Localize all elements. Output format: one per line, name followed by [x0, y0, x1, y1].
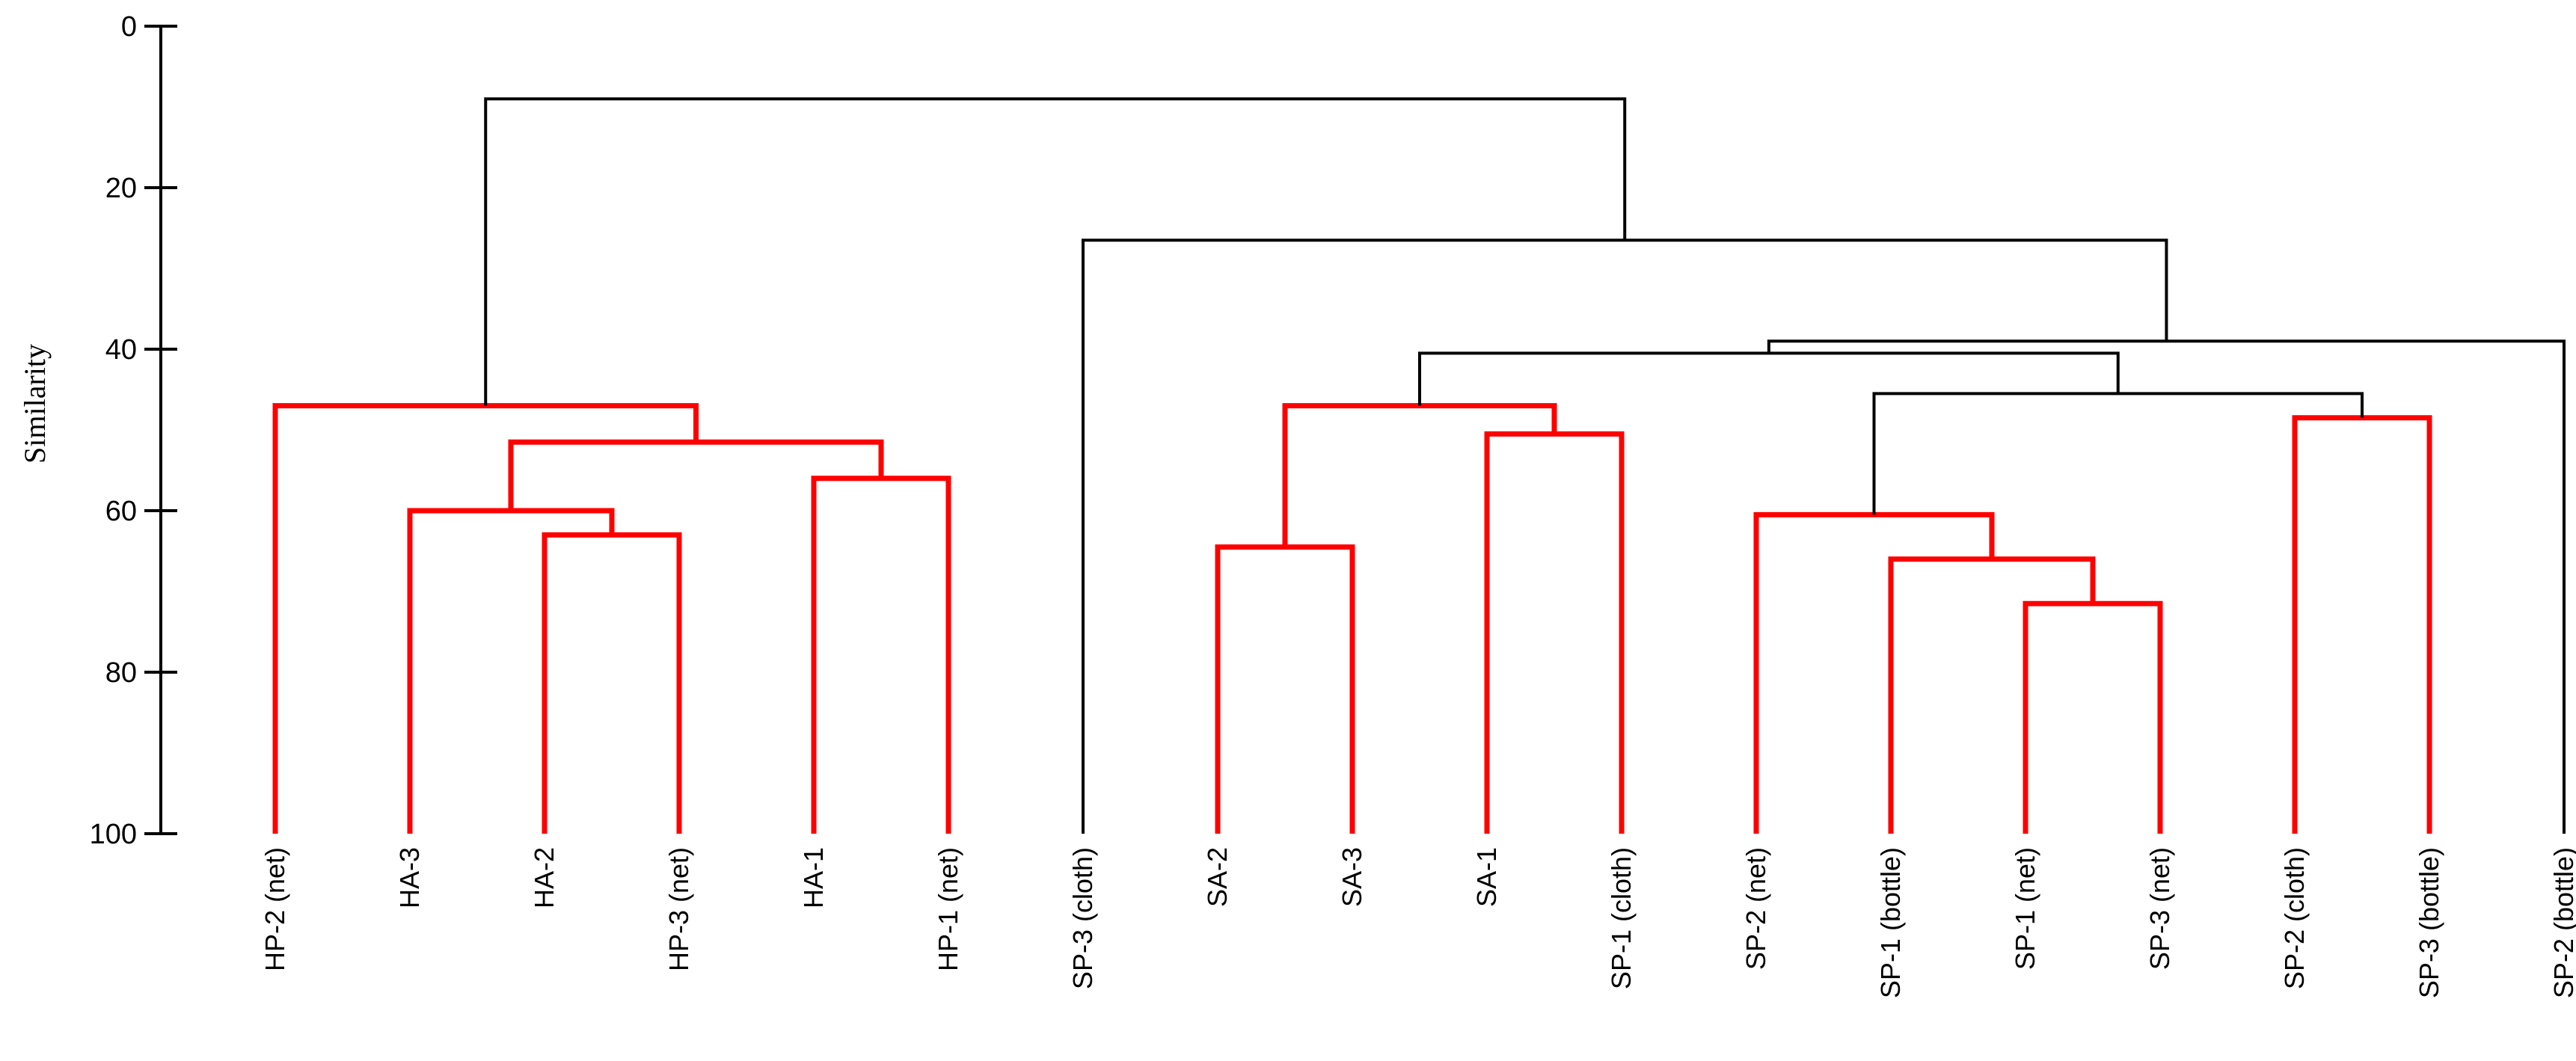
dendrogram-link-m11: [1753, 511, 1995, 834]
leaf-label: SP-2 (net): [1741, 847, 1771, 970]
leaf-label: SP-1 (cloth): [1606, 847, 1637, 989]
dendrogram-link-m10: [1888, 556, 2096, 834]
y-axis-title: Similarity: [18, 344, 52, 464]
dendrogram-link-m6: [1215, 544, 1355, 834]
dendrogram-link-m16: [1082, 239, 2168, 834]
leaf-label: SP-2 (bottle): [2548, 847, 2576, 998]
leaf-labels: HP-2 (net) HA-3 HA-2 HP-3 (net) HA-1 HP-1 (ne…: [260, 847, 2576, 998]
leaf-label: SA-3: [1337, 847, 1367, 907]
leaf-label: HA-2: [529, 847, 559, 908]
dendrogram-link-m8: [1282, 403, 1557, 547]
y-tick-label: 0: [121, 11, 137, 43]
y-tick-label: 80: [105, 657, 137, 689]
dendrogram-link-m5: [272, 403, 699, 834]
leaf-label: HP-3 (net): [663, 847, 694, 971]
leaf-label: HP-1 (net): [933, 847, 963, 971]
y-tick-label: 40: [105, 334, 137, 366]
dendrogram-link-m9: [2023, 600, 2163, 834]
leaf-label: SA-1: [1471, 847, 1502, 907]
leaf-label: SP-3 (cloth): [1067, 847, 1098, 989]
leaf-label: SA-2: [1202, 847, 1233, 907]
dendrogram-link-m1: [542, 532, 682, 834]
leaf-label: SP-1 (net): [2010, 847, 2040, 970]
y-axis: 0 20 40 60 80 100: [90, 11, 177, 850]
dendrogram-link-m3: [811, 476, 951, 834]
dendrogram-link-m17: [484, 97, 1627, 406]
dendrogram-link-m2: [407, 508, 615, 834]
leaf-label: SP-2 (cloth): [2279, 847, 2310, 989]
dendrogram-link-m15: [1767, 339, 2566, 834]
leaf-label: HA-1: [798, 847, 829, 908]
y-tick-label: 100: [90, 819, 137, 850]
dendrogram-link-m12: [2292, 415, 2432, 834]
leaf-label: SP-1 (bottle): [1875, 847, 1906, 998]
dendrogram-link-m14: [1418, 351, 2120, 406]
dendrogram-link-m13: [1872, 392, 2364, 515]
leaf-label: SP-3 (bottle): [2414, 847, 2444, 998]
leaf-label: HA-3: [394, 847, 425, 908]
leaf-label: SP-3 (net): [2144, 847, 2175, 970]
dendrogram-link-m7: [1484, 431, 1625, 834]
leaf-label: HP-2 (net): [260, 847, 290, 971]
y-tick-label: 60: [105, 496, 137, 527]
dendrogram-links: [272, 97, 2566, 834]
y-tick-label: 20: [105, 173, 137, 204]
